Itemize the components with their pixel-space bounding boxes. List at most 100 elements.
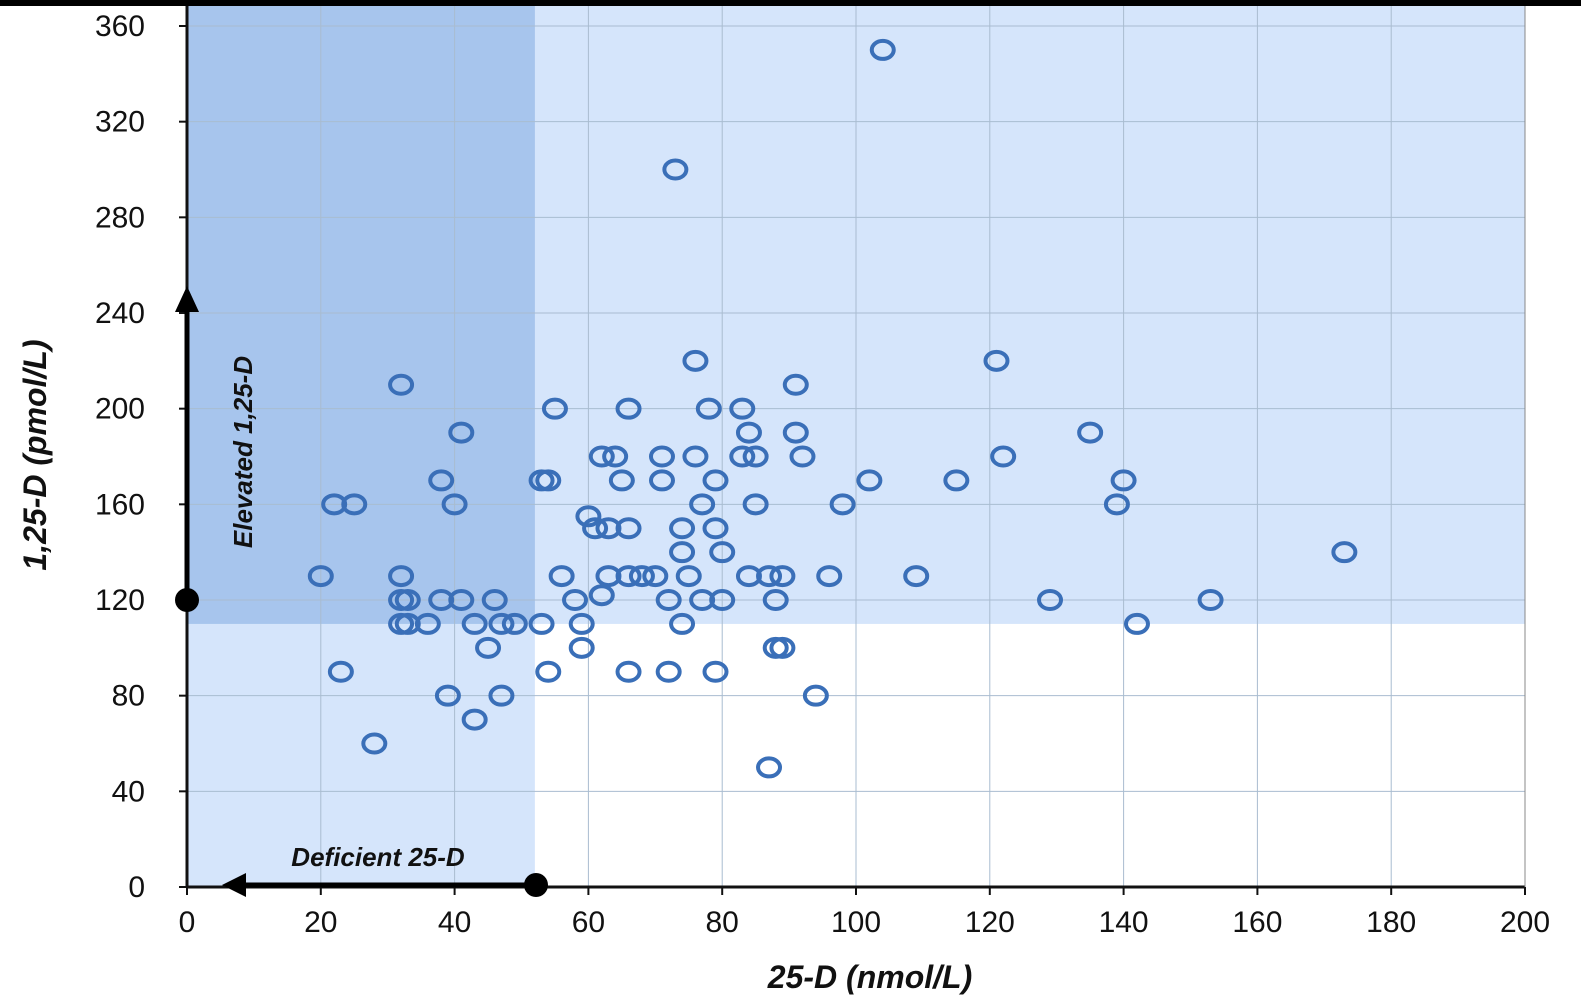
x-axis-ticks: 0 20 40 60 80 100 120 140 160 180 200 xyxy=(179,887,1550,939)
y-tick-label: 320 xyxy=(95,106,145,139)
data-point xyxy=(709,541,736,564)
x-tick-label: 20 xyxy=(304,906,337,939)
y-tick-label: 120 xyxy=(95,584,145,617)
data-point xyxy=(582,517,609,540)
x-axis-title: 25-D (nmol/L) xyxy=(767,959,972,995)
deficient-label: Deficient 25-D xyxy=(291,842,465,872)
data-point xyxy=(1197,589,1224,611)
y-tick-label: 40 xyxy=(112,775,145,808)
data-point xyxy=(702,660,729,683)
overlap-region xyxy=(187,6,535,624)
data-point xyxy=(568,612,595,635)
x-tick-label: 200 xyxy=(1500,906,1550,939)
data-point xyxy=(642,565,669,588)
data-point xyxy=(782,373,809,396)
data-point xyxy=(1037,589,1064,611)
data-point xyxy=(388,373,415,396)
elevated-arrow-head xyxy=(175,286,199,312)
data-point xyxy=(735,421,762,444)
data-point xyxy=(943,469,970,492)
data-point xyxy=(1110,469,1137,492)
x-tick-label: 40 xyxy=(438,906,471,939)
data-point xyxy=(307,565,334,588)
data-point xyxy=(682,349,709,372)
top-border-bar xyxy=(0,0,1581,6)
data-point xyxy=(1103,493,1130,516)
data-point xyxy=(762,589,789,611)
x-tick-label: 80 xyxy=(706,906,739,939)
x-tick-label: 100 xyxy=(831,906,881,939)
y-tick-label: 240 xyxy=(95,297,145,330)
data-point xyxy=(742,493,769,516)
data-point xyxy=(1123,612,1150,635)
data-point xyxy=(434,684,461,707)
data-point xyxy=(562,589,589,611)
data-point xyxy=(448,589,475,611)
data-point xyxy=(648,469,675,492)
data-point xyxy=(501,612,528,635)
data-point xyxy=(461,612,488,635)
data-point xyxy=(608,469,635,492)
data-point xyxy=(669,541,696,564)
annotations: Elevated 1,25-D Deficient 25-D xyxy=(175,286,548,897)
data-point xyxy=(575,505,602,528)
data-point xyxy=(675,565,702,588)
data-point xyxy=(669,612,696,635)
data-point xyxy=(361,732,388,755)
data-point xyxy=(756,565,783,588)
data-point xyxy=(729,397,756,420)
y-tick-label: 280 xyxy=(95,201,145,234)
data-point xyxy=(1331,541,1358,564)
data-point xyxy=(782,421,809,444)
data-point xyxy=(856,469,883,492)
x-tick-label: 0 xyxy=(179,906,196,939)
data-point xyxy=(802,684,829,707)
x-tick-label: 140 xyxy=(1099,906,1149,939)
data-point xyxy=(394,589,421,611)
data-point xyxy=(983,349,1010,372)
data-point xyxy=(535,660,562,683)
data-point xyxy=(729,445,756,468)
data-point xyxy=(669,517,696,540)
y-tick-label: 80 xyxy=(112,680,145,713)
data-point xyxy=(488,684,515,707)
data-point xyxy=(475,636,502,659)
data-point xyxy=(481,589,508,611)
data-point xyxy=(414,612,441,635)
x-tick-label: 60 xyxy=(572,906,605,939)
data-point xyxy=(816,565,843,588)
data-point xyxy=(655,589,682,611)
data-point xyxy=(695,397,722,420)
data-point xyxy=(588,445,615,468)
data-point xyxy=(461,708,488,731)
elevated-label: Elevated 1,25-D xyxy=(228,356,258,548)
data-point xyxy=(548,565,575,588)
data-point xyxy=(568,636,595,659)
data-point xyxy=(769,565,796,588)
deficient-arrow-head xyxy=(222,873,246,897)
data-point xyxy=(990,445,1017,468)
elevated-arrow-origin xyxy=(175,588,199,612)
data-point xyxy=(709,589,736,611)
data-point xyxy=(702,517,729,540)
x-tick-label: 180 xyxy=(1366,906,1416,939)
y-tick-label: 160 xyxy=(95,488,145,521)
data-point xyxy=(682,445,709,468)
y-axis-ticks: 0 40 80 120 160 200 240 280 320 360 xyxy=(95,10,187,904)
data-point xyxy=(648,445,675,468)
data-point xyxy=(742,445,769,468)
data-point xyxy=(327,660,354,683)
data-point xyxy=(528,612,555,635)
x-tick-label: 160 xyxy=(1232,906,1282,939)
data-point xyxy=(615,565,642,588)
data-point xyxy=(869,38,896,61)
y-tick-label: 360 xyxy=(95,10,145,43)
data-point xyxy=(662,158,689,181)
y-axis-title: 1,25-D (pmol/L) xyxy=(17,339,53,570)
data-point xyxy=(756,756,783,779)
data-point xyxy=(428,469,455,492)
x-tick-label: 120 xyxy=(965,906,1015,939)
data-point xyxy=(535,469,562,492)
data-point xyxy=(341,493,368,516)
